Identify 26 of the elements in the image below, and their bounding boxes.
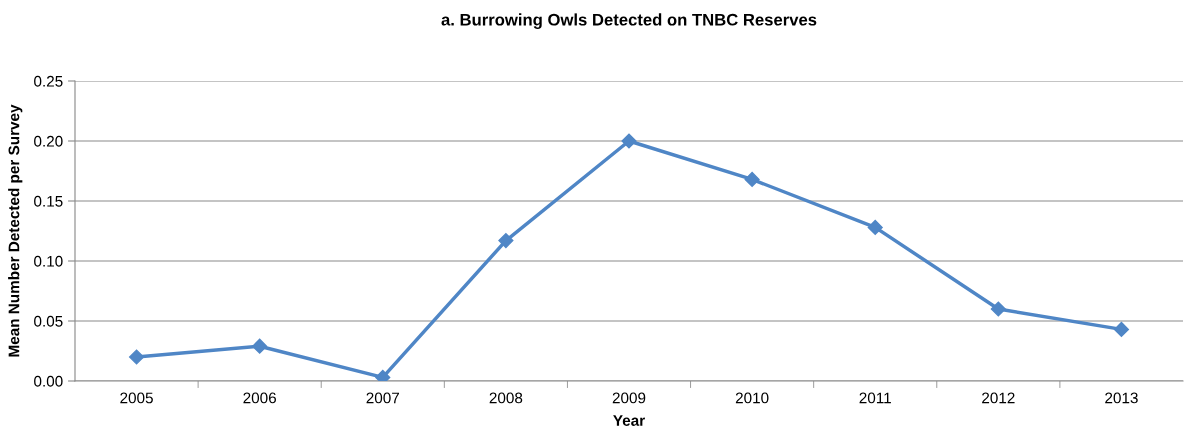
- x-axis-title: Year: [613, 415, 645, 426]
- point: [252, 338, 268, 354]
- y-tick-label: 0.20: [34, 135, 63, 147]
- y-tick-label: 0.15: [34, 195, 63, 207]
- x-tick-label: 2010: [735, 392, 769, 404]
- point: [128, 349, 145, 365]
- point: [1113, 321, 1130, 337]
- point: [621, 133, 637, 149]
- x-tick-label: 2011: [859, 392, 891, 404]
- x-tick-label: 2013: [1105, 392, 1138, 404]
- y-tick-label: 0.00: [34, 375, 63, 387]
- x-tick-label: 2007: [366, 392, 400, 404]
- chart-title: a. Burrowing Owls Detected on TNBC Reserves: [441, 13, 817, 29]
- y-tick-label: 0.10: [34, 255, 63, 267]
- x-tick-label: 2012: [982, 392, 1015, 404]
- y-axis-title: Mean Number Detected per Survey: [8, 104, 23, 357]
- y-tick-label: 0.05: [34, 315, 63, 327]
- x-tick-label: 2008: [489, 392, 523, 404]
- point: [990, 301, 1006, 317]
- point: [744, 171, 760, 187]
- x-tick-label: 2006: [243, 392, 276, 404]
- point: [867, 219, 883, 235]
- x-tick-label: 2009: [612, 392, 646, 404]
- y-tick-label: 0.25: [34, 75, 63, 87]
- x-tick-label: 2005: [120, 392, 153, 404]
- point: [498, 233, 514, 249]
